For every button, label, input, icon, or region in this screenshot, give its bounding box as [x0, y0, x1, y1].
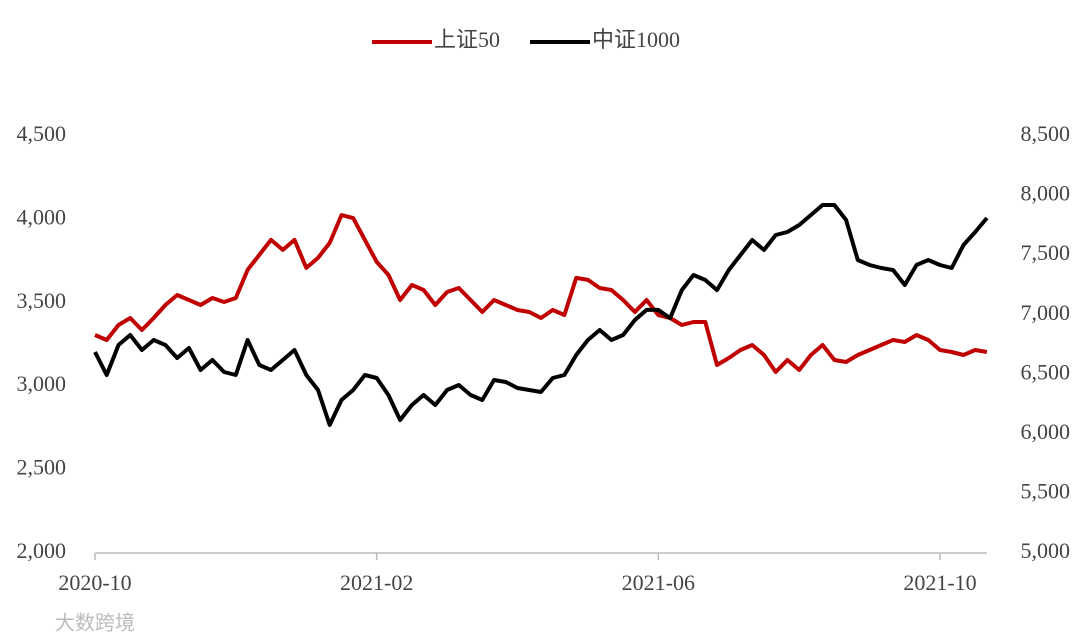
series-line: [93, 203, 989, 427]
y2-tick-label: 5,500: [1021, 478, 1071, 503]
legend-label: 上证50: [434, 27, 500, 52]
x-tick-label: 2021-06: [622, 570, 695, 595]
y2-tick-label: 6,500: [1021, 359, 1071, 384]
y2-tick-label: 7,000: [1021, 300, 1071, 325]
x-tick-label: 2021-02: [340, 570, 413, 595]
y-tick-label: 4,500: [17, 121, 67, 146]
y-tick-label: 3,500: [17, 288, 67, 313]
y2-tick-label: 5,000: [1021, 538, 1071, 563]
y-tick-label: 2,000: [17, 538, 67, 563]
y-tick-label: 4,000: [17, 204, 67, 229]
y2-tick-label: 7,500: [1021, 240, 1071, 265]
x-tick-label: 2020-10: [58, 570, 131, 595]
y2-tick-label: 6,000: [1021, 419, 1071, 444]
y2-tick-label: 8,500: [1021, 121, 1071, 146]
y-tick-label: 3,000: [17, 371, 67, 396]
legend-label: 中证1000: [592, 27, 680, 52]
watermark: 大数跨境: [55, 611, 135, 635]
series-line: [94, 213, 988, 374]
x-tick-label: 2021-10: [903, 570, 976, 595]
y2-tick-label: 8,000: [1021, 181, 1071, 206]
y-tick-label: 2,500: [17, 455, 67, 480]
